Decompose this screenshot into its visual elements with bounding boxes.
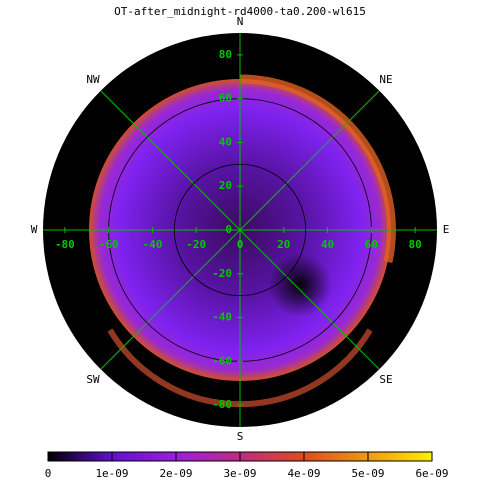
direction-label: SW <box>86 373 100 386</box>
y-tick-label: 60 <box>219 92 232 105</box>
x-tick-label: -80 <box>55 238 75 251</box>
x-tick-label: 60 <box>365 238 378 251</box>
colorbar-tick-label: 5e-09 <box>351 467 384 480</box>
direction-label: E <box>443 223 450 236</box>
colorbar-tick-label: 2e-09 <box>159 467 192 480</box>
x-tick-label: 80 <box>408 238 421 251</box>
colorbar-tick-label: 1e-09 <box>95 467 128 480</box>
x-tick-label: -20 <box>186 238 206 251</box>
x-tick-label: 40 <box>321 238 334 251</box>
ring <box>173 163 307 297</box>
colorbar-tick-label: 6e-09 <box>415 467 448 480</box>
direction-label: W <box>31 223 38 236</box>
y-tick-label: 0 <box>225 223 232 236</box>
y-tick-label: 20 <box>219 179 232 192</box>
direction-label: N <box>237 15 244 28</box>
colorbar-tick-label: 4e-09 <box>287 467 320 480</box>
dark-spot <box>268 253 332 317</box>
direction-label: NE <box>379 73 392 86</box>
colorbar-tick-label: 0 <box>45 467 52 480</box>
colorbar-tick-label: 3e-09 <box>223 467 256 480</box>
x-tick-label: 20 <box>277 238 290 251</box>
y-tick-label: -80 <box>212 398 232 411</box>
direction-label: SE <box>379 373 392 386</box>
y-tick-label: -20 <box>212 267 232 280</box>
x-tick-label: -60 <box>99 238 119 251</box>
y-tick-label: 80 <box>219 48 232 61</box>
y-tick-label: -40 <box>212 311 232 324</box>
y-tick-label: 40 <box>219 135 232 148</box>
y-tick-label: -60 <box>212 354 232 367</box>
bright-rim <box>239 74 396 263</box>
x-tick-label: 0 <box>237 238 244 251</box>
direction-label: S <box>237 430 244 443</box>
x-tick-label: -40 <box>143 238 163 251</box>
direction-label: NW <box>86 73 100 86</box>
chart-title: OT-after_midnight-rd4000-ta0.200-wl615 <box>114 5 366 18</box>
